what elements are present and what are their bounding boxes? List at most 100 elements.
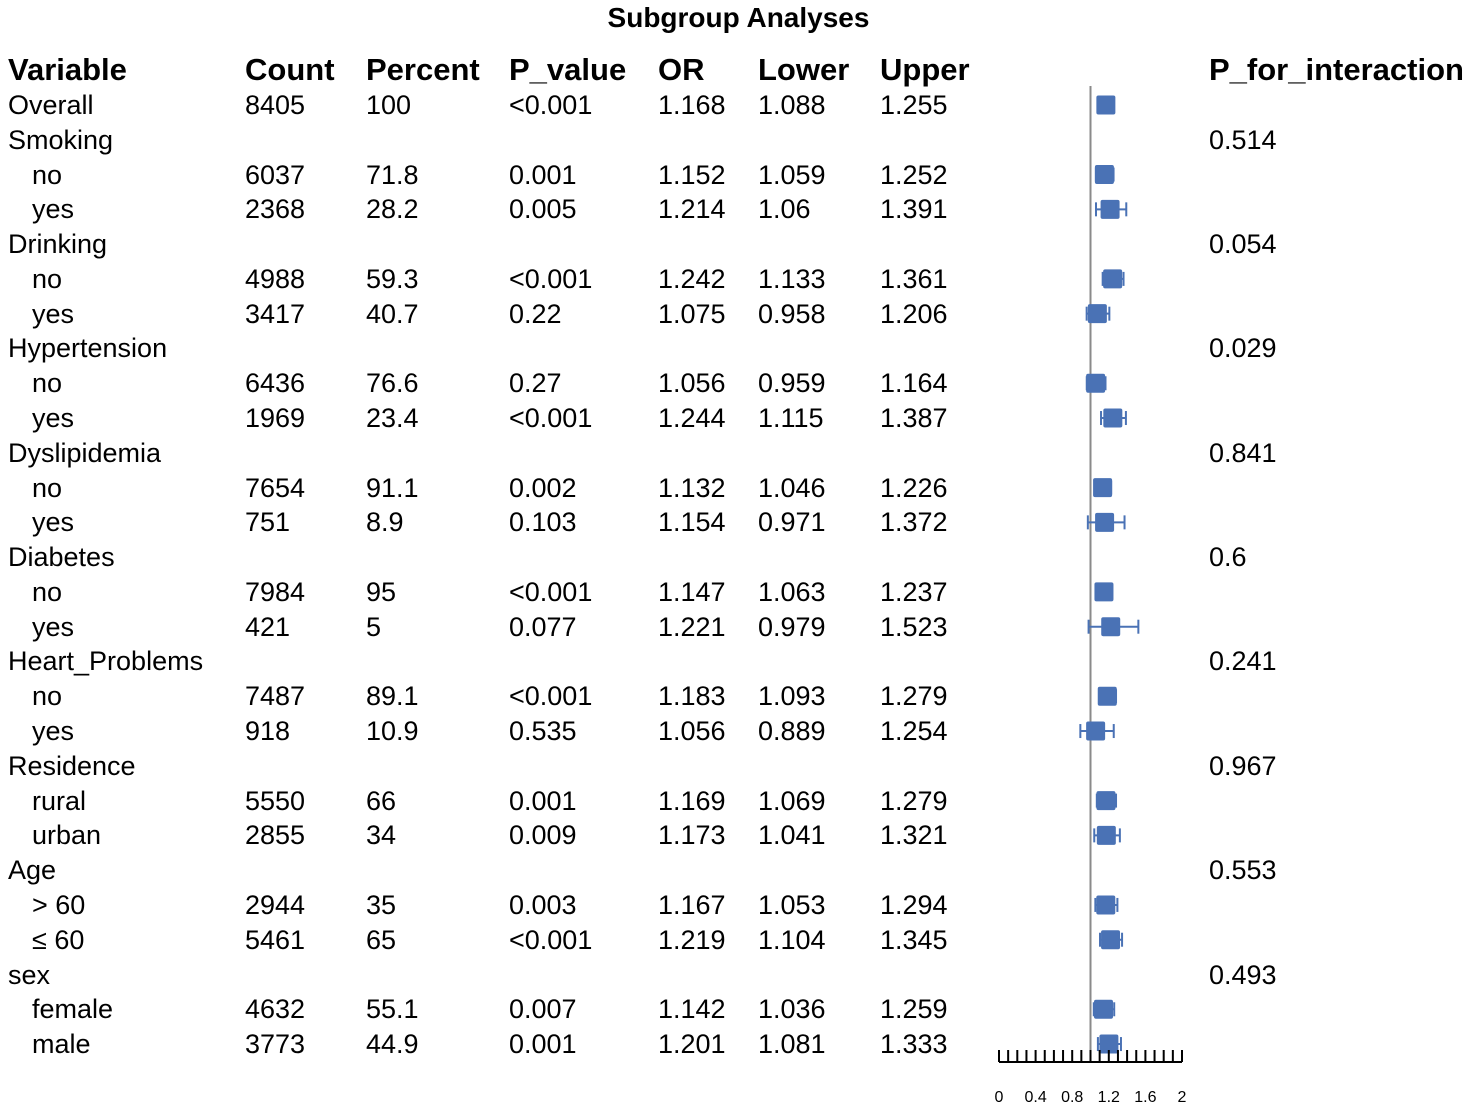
subgroup-label: no (32, 263, 63, 294)
percent-value: 8.9 (366, 507, 404, 538)
or-point-marker (1096, 95, 1116, 115)
header-lower: Lower (758, 52, 850, 87)
count-value: 4988 (245, 263, 306, 294)
p-interaction-value: 0.029 (1209, 333, 1277, 364)
x-tick-label: 1.2 (1098, 1089, 1120, 1106)
or-value: 1.242 (658, 263, 726, 294)
count-value: 751 (245, 507, 291, 538)
upper-value: 1.279 (880, 785, 948, 816)
upper-value: 1.372 (880, 507, 948, 538)
or-point-marker (1086, 721, 1106, 741)
percent-value: 76.6 (366, 368, 419, 399)
or-point-marker (1096, 791, 1116, 811)
count-value: 4632 (245, 994, 306, 1025)
upper-value: 1.255 (880, 90, 948, 120)
or-value: 1.201 (658, 1029, 726, 1060)
subgroup-label: male (32, 1029, 91, 1060)
p-value: 0.103 (509, 507, 577, 538)
lower-value: 0.889 (758, 716, 826, 747)
or-point-marker (1095, 512, 1115, 532)
or-point-marker (1101, 930, 1121, 950)
p-value: <0.001 (509, 403, 593, 434)
subgroup-label: no (32, 159, 63, 190)
p-value: 0.22 (509, 298, 562, 329)
count-value: 3417 (245, 298, 306, 329)
p-value: <0.001 (509, 576, 593, 607)
p-value: 0.001 (509, 1029, 577, 1060)
or-value: 1.169 (658, 785, 726, 816)
upper-value: 1.226 (880, 472, 948, 503)
upper-value: 1.206 (880, 298, 948, 329)
or-value: 1.142 (658, 994, 726, 1025)
p-value: 0.001 (509, 785, 577, 816)
p-interaction-value: 0.241 (1209, 646, 1277, 677)
upper-value: 1.523 (880, 611, 948, 642)
p-value: <0.001 (509, 90, 593, 120)
lower-value: 1.081 (758, 1029, 826, 1060)
or-point-marker (1101, 617, 1121, 637)
or-point-marker (1103, 269, 1123, 289)
or-point-marker (1097, 686, 1117, 706)
p-value: 0.003 (509, 889, 577, 920)
upper-value: 1.164 (880, 368, 948, 399)
or-value: 1.183 (658, 681, 726, 712)
subgroup-label: yes (32, 298, 75, 329)
chart-title: Subgroup Analyses (607, 2, 870, 33)
or-value: 1.075 (658, 298, 726, 329)
percent-value: 55.1 (366, 994, 419, 1025)
subgroup-label: rural (32, 785, 87, 816)
or-value: 1.214 (658, 194, 726, 225)
percent-value: 66 (366, 785, 397, 816)
subgroup-label: no (32, 576, 63, 607)
p-value: <0.001 (509, 263, 593, 294)
percent-value: 40.7 (366, 298, 419, 329)
percent-value: 95 (366, 576, 397, 607)
percent-value: 10.9 (366, 716, 419, 747)
upper-value: 1.345 (880, 924, 948, 955)
percent-value: 59.3 (366, 263, 419, 294)
group-label: Age (8, 855, 57, 886)
lower-value: 1.041 (758, 820, 826, 851)
header-or: OR (658, 52, 705, 87)
count-value: 3773 (245, 1029, 306, 1060)
upper-value: 1.361 (880, 263, 948, 294)
x-tick-label: 0 (995, 1089, 1004, 1106)
or-value: 1.056 (658, 368, 726, 399)
group-label: Dyslipidemia (8, 437, 162, 468)
or-value: 1.132 (658, 472, 726, 503)
upper-value: 1.252 (880, 159, 948, 190)
or-value: 1.244 (658, 403, 726, 434)
lower-value: 1.104 (758, 924, 826, 955)
lower-value: 0.979 (758, 611, 826, 642)
or-value: 1.173 (658, 820, 726, 851)
upper-value: 1.254 (880, 716, 948, 747)
p-interaction-value: 0.553 (1209, 855, 1277, 886)
or-value: 1.167 (658, 889, 726, 920)
percent-value: 91.1 (366, 472, 419, 503)
p-interaction-value: 0.054 (1209, 229, 1277, 260)
or-point-marker (1100, 199, 1120, 219)
group-label: Smoking (8, 124, 114, 155)
lower-value: 0.959 (758, 368, 826, 399)
percent-value: 5 (366, 611, 382, 642)
group-label: Residence (8, 750, 136, 781)
upper-value: 1.391 (880, 194, 948, 225)
percent-value: 65 (366, 924, 397, 955)
lower-value: 1.088 (758, 90, 826, 120)
x-tick-label: 0.4 (1024, 1089, 1046, 1106)
or-value: 1.152 (658, 159, 726, 190)
or-value: 1.147 (658, 576, 726, 607)
group-label: Drinking (8, 229, 108, 260)
count-value: 7984 (245, 576, 306, 607)
header-percent: Percent (366, 52, 480, 87)
percent-value: 89.1 (366, 681, 419, 712)
count-value: 2368 (245, 194, 306, 225)
p-value: 0.007 (509, 994, 577, 1025)
percent-value: 23.4 (366, 403, 419, 434)
or-value: 1.221 (658, 611, 726, 642)
header-upper: Upper (880, 52, 970, 87)
or-point-marker (1087, 304, 1107, 324)
count-value: 6436 (245, 368, 306, 399)
group-label: Diabetes (8, 542, 115, 573)
